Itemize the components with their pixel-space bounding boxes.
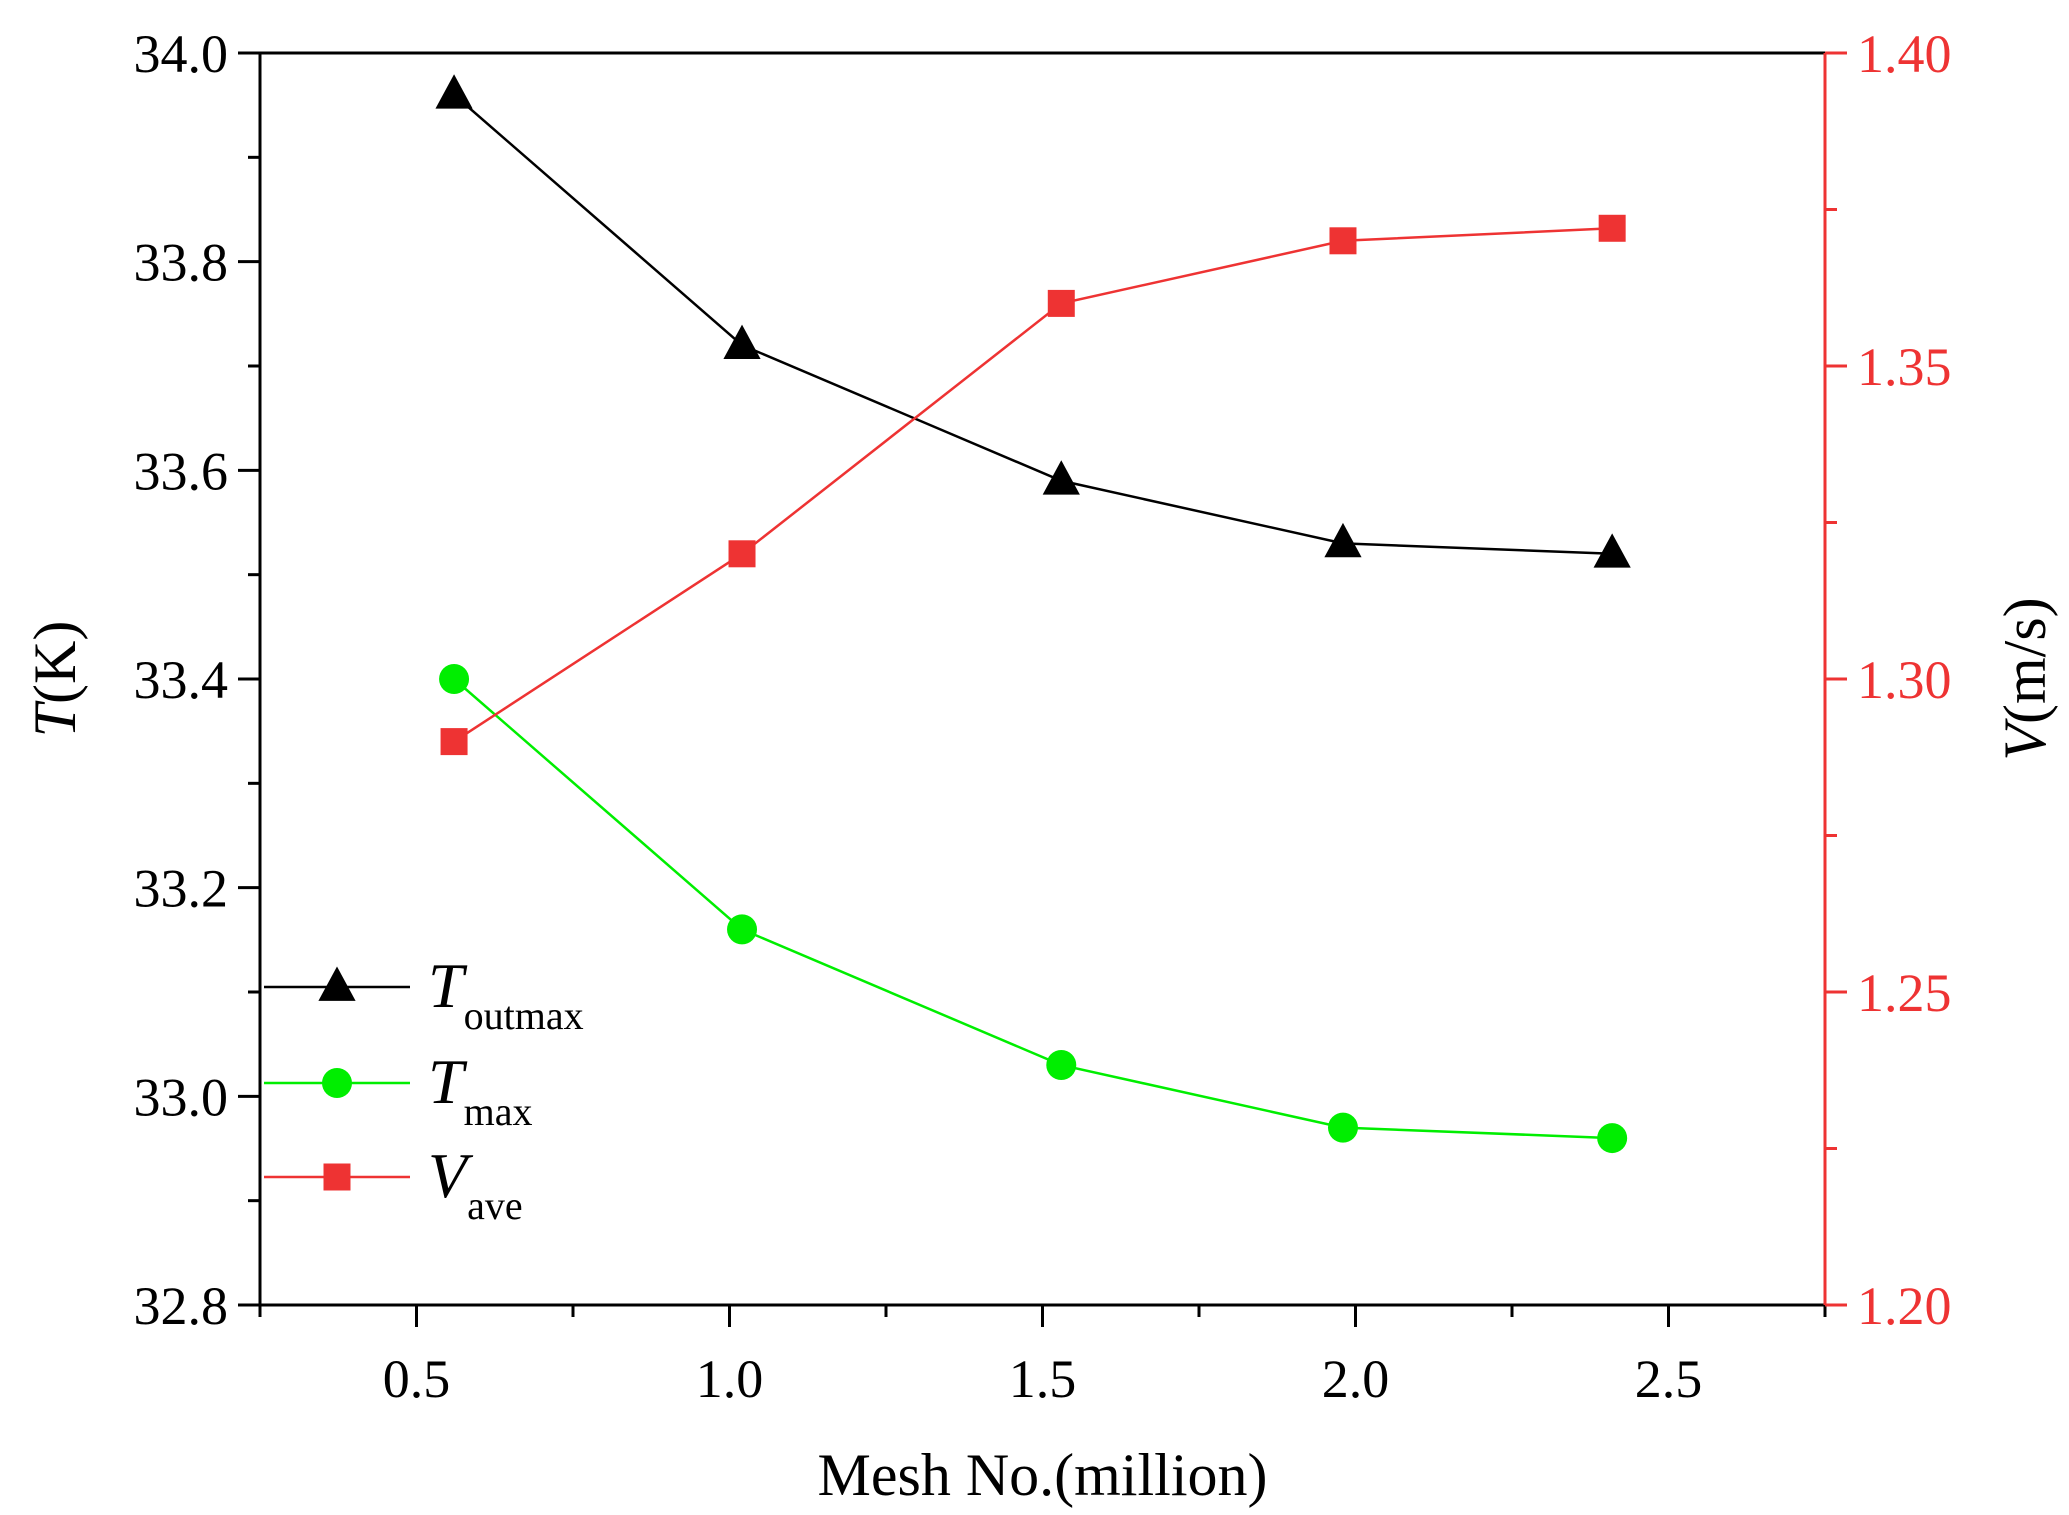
- series-t-outmax: [435, 74, 1631, 568]
- legend-label: Vave: [428, 1140, 523, 1228]
- legend-label-main: T: [428, 950, 468, 1021]
- y-left-axis-title-symbol: T: [22, 700, 88, 737]
- x-tick-label: 1.0: [696, 1349, 764, 1409]
- y-right-axis-title-unit: (m/s): [1992, 597, 2058, 724]
- y-left-tick-label: 33.6: [134, 441, 229, 501]
- x-tick-label: 1.5: [1009, 1349, 1077, 1409]
- x-tick-label: 0.5: [383, 1349, 451, 1409]
- data-point-triangle: [1324, 522, 1362, 558]
- y-left-tick-label: 33.8: [134, 233, 229, 293]
- legend-item: Vave: [264, 1140, 523, 1228]
- y-left-tick-label: 32.8: [134, 1276, 229, 1336]
- legend-label-sub: max: [464, 1089, 533, 1134]
- legend-label-main: T: [428, 1046, 468, 1117]
- data-point-square: [1329, 227, 1357, 255]
- x-axis-title: Mesh No.(million): [818, 1442, 1268, 1508]
- legend-label-sub: outmax: [464, 993, 584, 1038]
- y-right-tick-label: 1.20: [1857, 1276, 1952, 1336]
- y-left-axis-title-unit: (K): [22, 621, 88, 704]
- legend-label: Tmax: [428, 1046, 532, 1134]
- data-point-square: [440, 728, 468, 756]
- data-point-circle: [1327, 1112, 1358, 1143]
- y-left-tick-label: 34.0: [134, 24, 229, 84]
- legend-label-sub: ave: [467, 1183, 523, 1228]
- x-tick-label: 2.0: [1322, 1349, 1390, 1409]
- data-point-circle: [727, 914, 758, 945]
- y-right-tick-label: 1.25: [1857, 963, 1952, 1023]
- y-left-tick-label: 33.4: [134, 650, 229, 710]
- y-left-tick-label: 33.2: [134, 859, 229, 919]
- y-right-axis-title-symbol: V: [1992, 718, 2058, 761]
- y-right-tick-label: 1.30: [1857, 650, 1952, 710]
- data-point-square: [1047, 289, 1075, 317]
- data-point-triangle: [1593, 533, 1631, 568]
- legend-item: Toutmax: [264, 950, 584, 1038]
- data-point-triangle: [1042, 460, 1080, 495]
- series-line: [453, 227, 1613, 743]
- series-line: [453, 678, 1613, 1140]
- data-point-square: [1598, 214, 1626, 242]
- y-left-tick-label: 33.0: [134, 1067, 229, 1127]
- legend-marker-triangle: [318, 966, 356, 1001]
- y-right-axis-title: V(m/s): [1992, 597, 2058, 760]
- series-t-max: [439, 664, 1628, 1154]
- data-point-triangle: [723, 324, 761, 359]
- legend-label-main: V: [428, 1140, 474, 1211]
- data-point-circle: [1046, 1050, 1077, 1081]
- legend-label: Toutmax: [428, 950, 584, 1038]
- y-right-tick-label: 1.35: [1857, 337, 1952, 397]
- series-layer: [435, 74, 1631, 1154]
- axes: 0.5 1.0 1.5 2.0 2.5 32.8 33.0 33.2 33.4 33.6 33.8 3…: [22, 24, 2058, 1508]
- data-point-triangle: [435, 74, 473, 109]
- legend-marker-circle: [322, 1068, 352, 1098]
- y-right-tick-label: 1.40: [1857, 24, 1952, 84]
- legend-marker-square: [323, 1163, 351, 1191]
- data-point-square: [728, 540, 756, 568]
- x-tick-label: 2.5: [1635, 1349, 1703, 1409]
- legend-item: Tmax: [264, 1046, 532, 1134]
- y-left-axis-title: T(K): [22, 621, 88, 738]
- data-point-circle: [439, 664, 470, 694]
- data-point-circle: [1597, 1123, 1628, 1154]
- series-v-ave: [440, 214, 1626, 756]
